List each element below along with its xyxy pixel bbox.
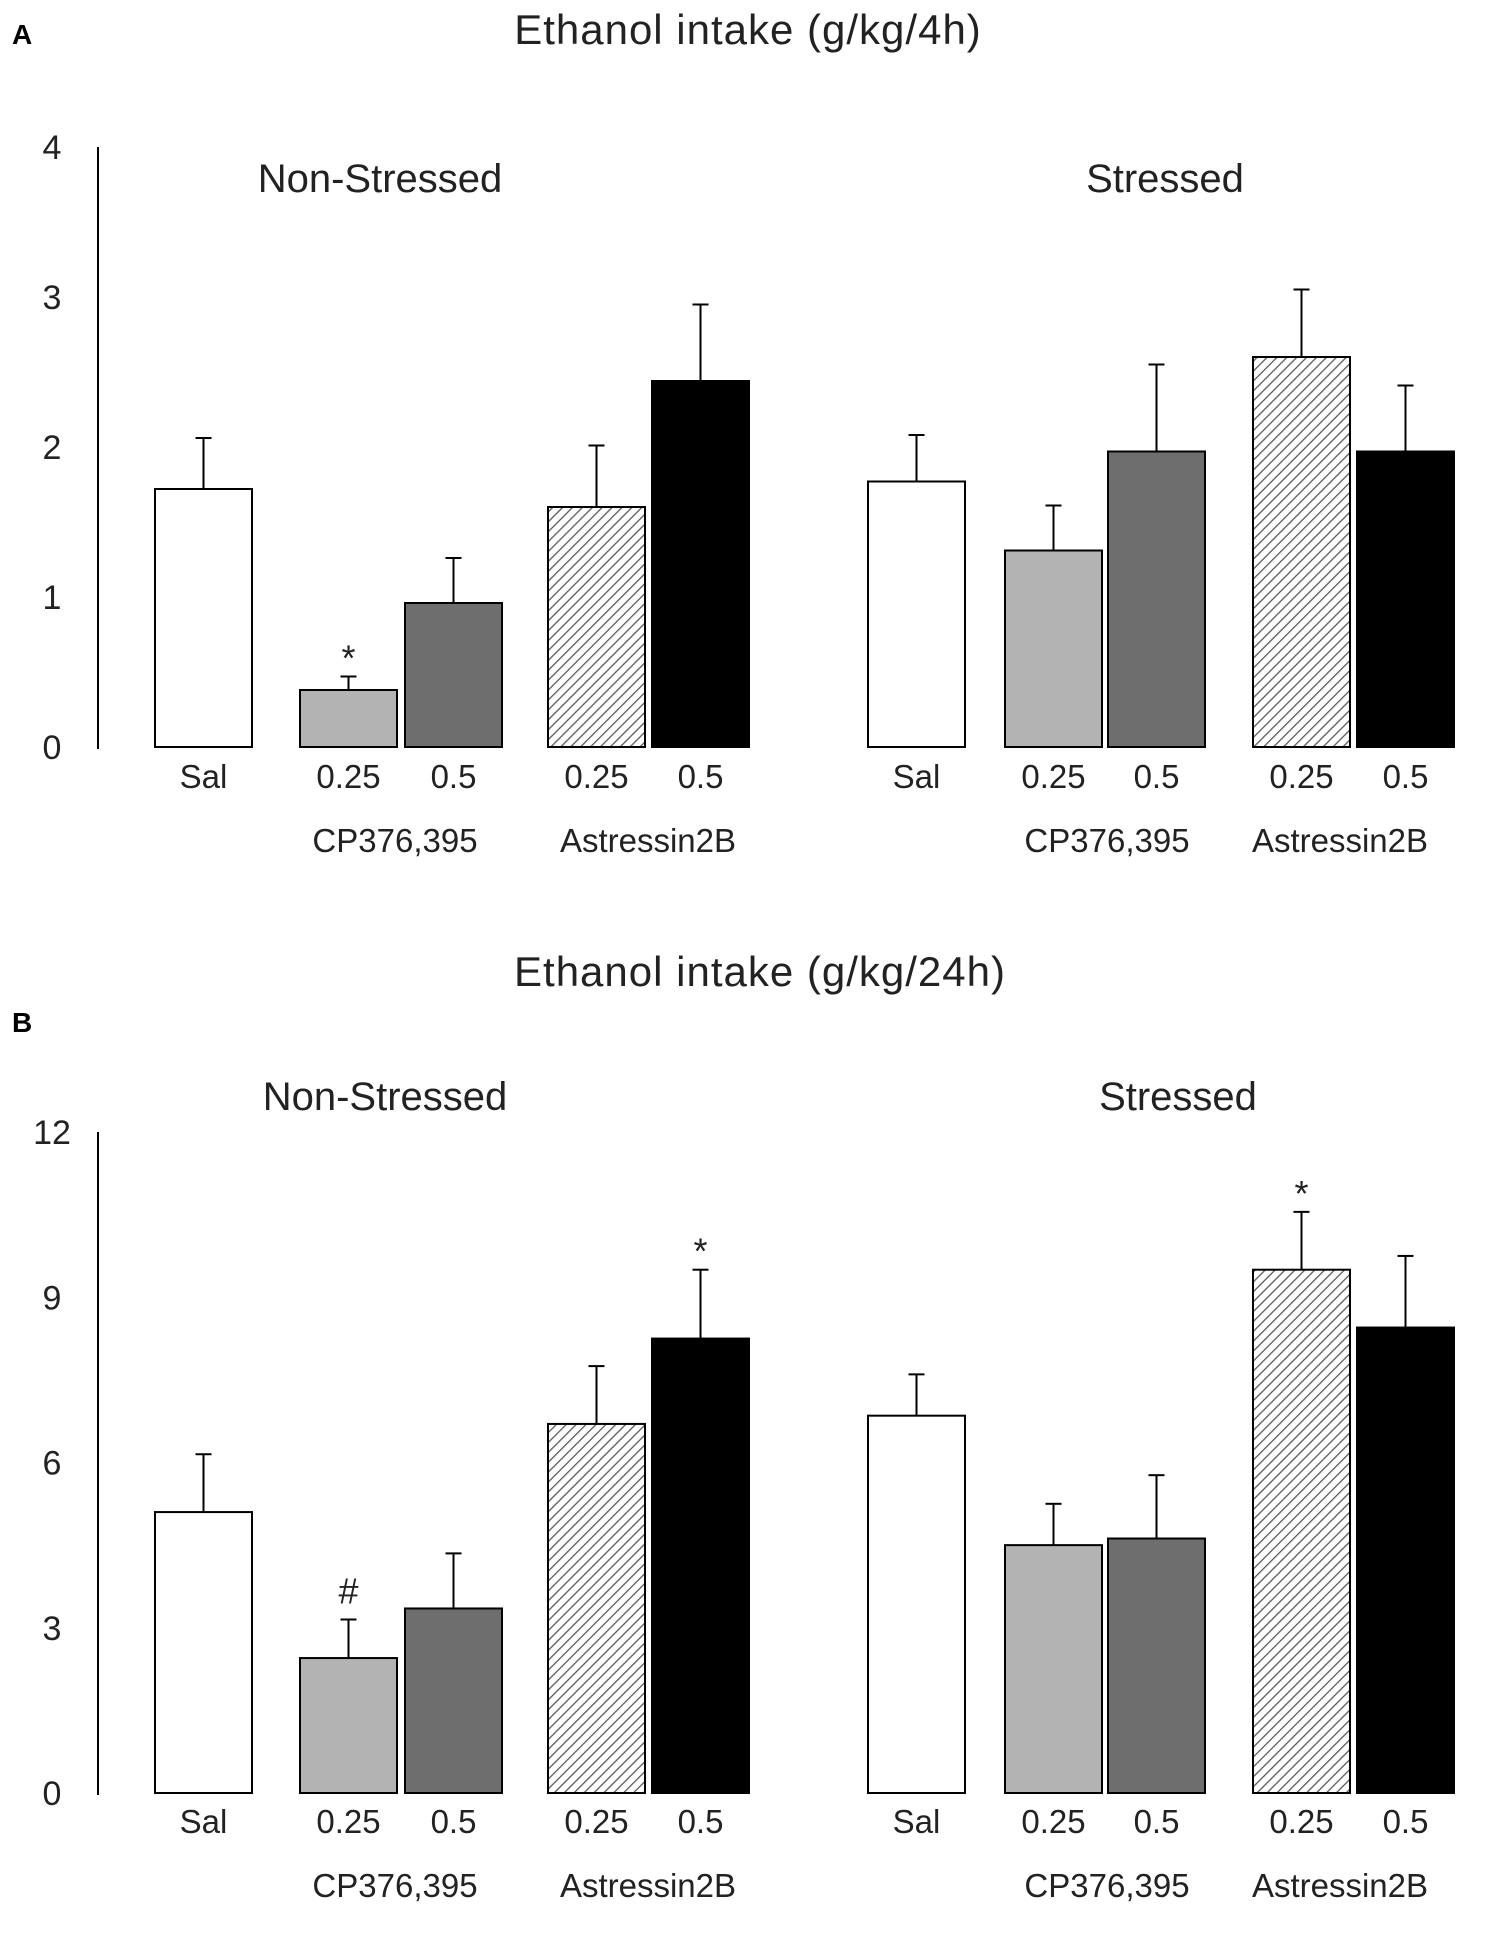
y-tick-label: 0	[43, 1775, 62, 1813]
bar-label: 0.25	[564, 758, 628, 795]
panel-b-title: Ethanol intake (g/kg/24h)	[514, 948, 1006, 995]
bar-sal	[867, 1414, 966, 1795]
bar-label: 0.5	[678, 1803, 724, 1840]
panel-a-title: Ethanol intake (g/kg/4h)	[514, 6, 982, 53]
group-title: Non-Stressed	[258, 157, 503, 201]
bar-label: 0.5	[431, 758, 477, 795]
bar-label: 0.5	[1134, 758, 1180, 795]
bar-label: 0.5	[1383, 1803, 1429, 1840]
bar-ast-0-5	[651, 380, 750, 748]
drug-label: CP376,395	[1024, 1867, 1189, 1904]
bar-label: Sal	[180, 1803, 228, 1840]
bar-label: 0.25	[316, 1803, 380, 1840]
drug-label: Astressin2B	[1252, 1867, 1428, 1904]
y-tick-label: 9	[43, 1279, 62, 1317]
bar-ast-0-25	[1252, 356, 1351, 748]
drug-label: CP376,395	[1024, 822, 1189, 859]
drug-label: Astressin2B	[560, 822, 736, 859]
panel-a-letter: A	[12, 19, 32, 50]
y-tick-label: 12	[33, 1114, 71, 1152]
bar-ast-0-25	[547, 1422, 646, 1794]
bar-label: 0.25	[1269, 1803, 1333, 1840]
bar-label: 0.5	[431, 1803, 477, 1840]
panel-b-letter: B	[12, 1007, 32, 1038]
y-tick-label: 2	[43, 429, 62, 467]
bar-ast-0-5	[1356, 1326, 1455, 1794]
group-title: Stressed	[1099, 1075, 1257, 1119]
panel-a-chart: 0 1 2 3 4 Non-Stressed Sal 0.25 * 0.5 0.25 0.5 CP376…	[43, 129, 1455, 859]
bar-sal	[154, 1511, 253, 1794]
panel-b-chart: 0 3 6 9 12 Non-Stressed Sal 0.25 #0.5 0.25 0.5 * CP3…	[33, 1075, 1455, 1904]
bar-label: 0.25	[564, 1803, 628, 1840]
bar-label: 0.25	[1269, 758, 1333, 795]
significance-marker: *	[341, 638, 355, 679]
bar-label: Sal	[893, 758, 941, 795]
group-title: Non-Stressed	[263, 1075, 508, 1119]
significance-marker: *	[693, 1231, 707, 1272]
bar-label: Sal	[180, 758, 228, 795]
bar-label: 0.25	[1021, 758, 1085, 795]
y-tick-label: 0	[43, 729, 62, 767]
drug-label: Astressin2B	[1252, 822, 1428, 859]
y-tick-label: 4	[43, 129, 62, 167]
bar-label: 0.5	[678, 758, 724, 795]
significance-marker: #	[338, 1570, 358, 1611]
bar-label: 0.25	[316, 758, 380, 795]
y-tick-label: 1	[43, 579, 62, 617]
bar-cp-0-25	[1004, 1544, 1103, 1794]
bar-label: 0.5	[1383, 758, 1429, 795]
y-tick-label: 3	[43, 279, 62, 317]
bar-cp-0-5	[1107, 450, 1206, 748]
bar-label: 0.5	[1134, 1803, 1180, 1840]
bar-sal	[867, 480, 966, 748]
bar-label: 0.25	[1021, 1803, 1085, 1840]
drug-label: CP376,395	[312, 822, 477, 859]
y-tick-label: 3	[43, 1610, 62, 1648]
bar-ast-0-5	[1356, 450, 1455, 748]
bar-cp-0-25	[1004, 549, 1103, 748]
drug-label: Astressin2B	[560, 1867, 736, 1904]
bar-ast-0-5	[651, 1337, 750, 1794]
bar-cp-0-5	[404, 602, 503, 748]
bar-ast-0-25	[1252, 1268, 1351, 1795]
drug-label: CP376,395	[312, 1867, 477, 1904]
bar-sal	[154, 488, 253, 748]
group-title: Stressed	[1086, 157, 1244, 201]
bar-cp-0-25	[299, 1657, 398, 1794]
bar-ast-0-25	[547, 506, 646, 748]
y-tick-label: 6	[43, 1445, 62, 1483]
significance-marker: *	[1294, 1173, 1308, 1214]
bar-cp-0-5	[1107, 1537, 1206, 1795]
bar-cp-0-5	[404, 1607, 503, 1794]
bar-label: Sal	[893, 1803, 941, 1840]
bar-cp-0-25	[299, 689, 398, 748]
